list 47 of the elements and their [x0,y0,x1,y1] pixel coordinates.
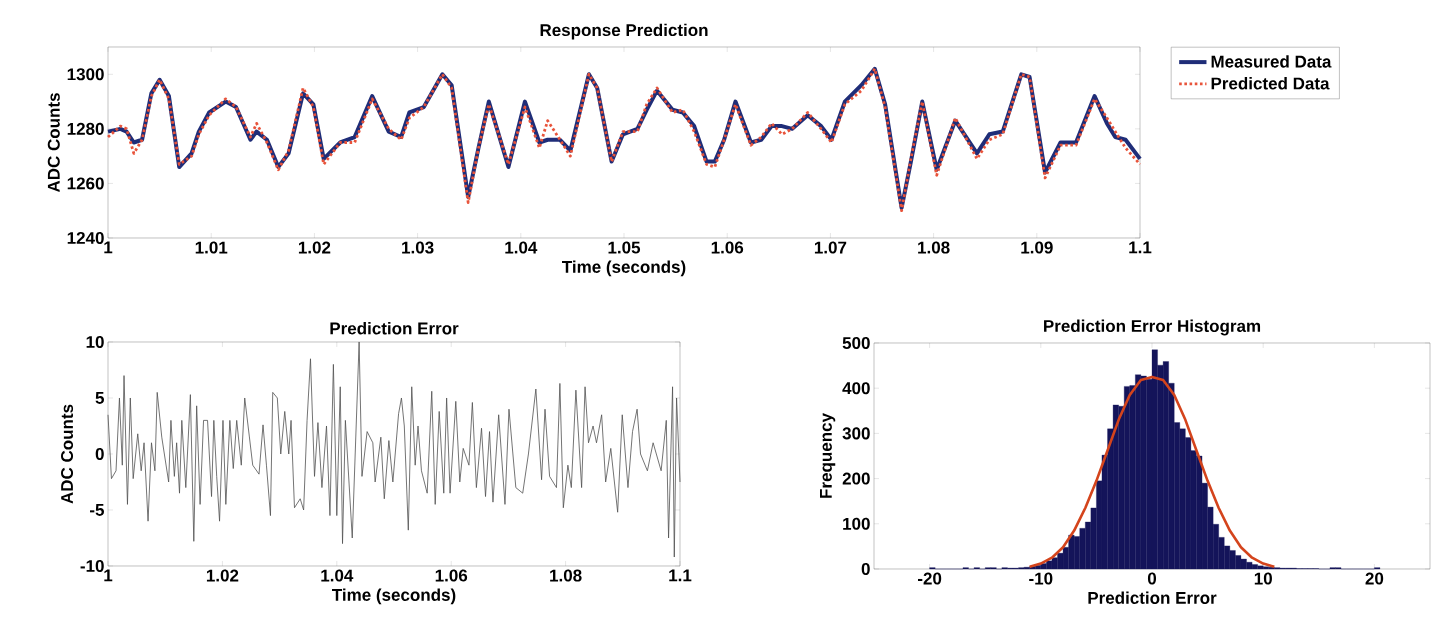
x-tick-label: 1.08 [918,241,950,254]
legend-label: Measured Data [1211,55,1332,68]
y-axis-title: ADC Counts [47,93,60,193]
x-axis-title: Prediction Error [1088,591,1217,604]
x-tick-label: 10 [1254,572,1272,585]
x-tick-label: 1.02 [206,569,239,582]
y-tick-label: 1260 [67,177,104,190]
chart-title: Response Prediction [540,23,708,40]
x-tick-label: 1.06 [435,569,468,582]
x-tick-label: 1.04 [505,241,538,254]
y-tick-label: -5 [90,504,105,516]
y-tick-label: 10 [86,335,104,349]
y-tick-label: 1240 [67,231,104,245]
x-tick-label: 1.02 [298,241,331,254]
x-tick-label: 1.01 [195,241,228,254]
x-tick-label: 1.09 [1021,241,1053,254]
x-tick-label: -10 [1029,572,1053,585]
chart-title: Prediction Error [330,321,459,335]
x-axis-title: Time (seconds) [562,260,686,277]
x-tick-label: 1.07 [814,241,847,254]
y-tick-label: -10 [80,559,104,573]
x-tick-label: 1.1 [1129,241,1152,254]
x-axis-title: Time (seconds) [332,588,456,605]
x-tick-label: 1.1 [669,569,692,582]
y-tick-label: 200 [842,472,870,485]
y-tick-label: 1280 [67,122,104,135]
chart-title: Prediction Error Histogram [1044,319,1261,336]
x-tick-label: 1.04 [321,569,354,582]
x-tick-label: 1 [104,569,113,582]
x-tick-label: -20 [917,572,942,585]
x-tick-label: 1.05 [608,241,641,254]
x-tick-label: 1.08 [550,569,582,582]
y-tick-label: 300 [842,427,870,440]
y-tick-label: 0 [95,447,104,461]
y-axis-title: ADC Counts [61,404,74,504]
x-tick-label: 20 [1365,572,1384,585]
y-tick-label: 5 [95,392,105,404]
y-tick-label: 400 [842,382,870,395]
x-tick-label: 1.06 [711,241,744,254]
y-tick-label: 100 [843,517,870,530]
y-tick-label: 1300 [67,68,104,81]
y-tick-label: 500 [842,336,870,350]
legend-label: Predicted Data [1211,77,1330,90]
y-axis-title: Frequency [820,413,836,498]
x-tick-label: 1 [104,241,113,254]
x-tick-label: 1.03 [402,241,434,254]
x-tick-label: 0 [1147,572,1157,585]
